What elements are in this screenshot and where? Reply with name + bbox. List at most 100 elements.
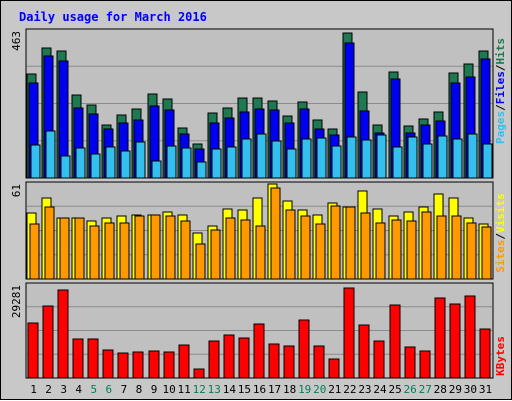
x-tick-label-day-12: 12 <box>193 383 206 396</box>
visits-panel-ymax-label: 61 <box>10 184 23 197</box>
hits-panel-legend-hits: Hits <box>494 38 507 65</box>
visits-panel-legend-visits: Visits <box>494 193 507 233</box>
x-tick-label-day-27: 27 <box>419 383 432 396</box>
hits-panel-bar-pages-day-31 <box>482 143 493 179</box>
visits-panel-bar-sites-day-30 <box>466 222 477 280</box>
hits-panel-bar-pages-day-24 <box>376 134 387 179</box>
x-tick-label-day-9: 9 <box>151 383 158 396</box>
x-tick-label-day-23: 23 <box>358 383 371 396</box>
kbytes-panel-legend-kbytes: KBytes <box>494 336 507 376</box>
hits-panel-bar-pages-day-30 <box>467 133 478 179</box>
x-tick-label-day-14: 14 <box>223 383 237 396</box>
kbytes-panel-bar-day-16 <box>253 323 265 379</box>
hits-panel-bar-pages-day-23 <box>361 139 372 179</box>
x-tick-label-day-28: 28 <box>434 383 447 396</box>
visits-panel-bar-sites-day-16 <box>255 225 266 280</box>
x-tick-label-day-30: 30 <box>464 383 477 396</box>
hits-panel-bar-pages-day-10 <box>166 145 177 179</box>
visits-panel-bar-sites-day-23 <box>360 212 371 280</box>
kbytes-panel-bar-day-23 <box>358 324 370 379</box>
kbytes-panel-bar-day-14 <box>223 334 235 379</box>
kbytes-panel-bar-day-6 <box>102 349 114 379</box>
visits-panel-bar-sites-day-17 <box>270 187 281 280</box>
x-tick-label-day-25: 25 <box>388 383 401 396</box>
hits-panel-legend: Pages/Files/Hits <box>494 38 507 144</box>
x-tick-label-day-13: 13 <box>208 383 221 396</box>
visits-panel-bar-sites-day-7 <box>119 222 130 280</box>
kbytes-panel-bar-day-4 <box>72 338 84 379</box>
x-tick-label-day-3: 3 <box>60 383 67 396</box>
kbytes-panel-bar-day-3 <box>57 289 69 379</box>
kbytes-panel-bar-day-31 <box>479 328 491 379</box>
hits-panel-bar-pages-day-2 <box>45 130 56 179</box>
x-tick-label-day-10: 10 <box>162 383 175 396</box>
kbytes-panel-bar-day-30 <box>464 295 476 379</box>
hits-panel-bar-pages-day-6 <box>105 146 116 179</box>
kbytes-panel-bar-day-17 <box>268 343 280 379</box>
hits-panel-bar-pages-day-16 <box>256 133 267 179</box>
x-tick-label-day-22: 22 <box>343 383 356 396</box>
kbytes-panel-legend: KBytes <box>494 336 507 376</box>
kbytes-panel-bar-day-25 <box>389 304 401 379</box>
kbytes-panel-bar-day-7 <box>117 352 129 379</box>
visits-panel-bar-sites-day-21 <box>330 205 341 280</box>
visits-panel-bar-sites-day-12 <box>195 243 206 280</box>
visits-panel-bar-sites-day-28 <box>436 215 447 280</box>
x-tick-label-day-7: 7 <box>121 383 128 396</box>
x-tick-label-day-2: 2 <box>45 383 52 396</box>
hits-panel-bar-pages-day-22 <box>346 136 357 179</box>
kbytes-panel-bar-day-27 <box>419 350 431 379</box>
x-tick-label-day-17: 17 <box>268 383 281 396</box>
x-tick-label-day-15: 15 <box>238 383 251 396</box>
kbytes-panel-bar-day-28 <box>434 297 446 379</box>
visits-panel-bar-sites-day-11 <box>180 220 191 280</box>
visits-panel-legend-sites: Sites <box>494 240 507 273</box>
hits-panel-bar-pages-day-25 <box>392 146 403 179</box>
visits-panel-legend: Sites/Visits <box>494 193 507 273</box>
visits-panel-bar-sites-day-27 <box>421 211 432 280</box>
visits-panel-bar-sites-day-22 <box>345 206 356 280</box>
hits-panel-bar-pages-day-14 <box>226 146 237 179</box>
visits-panel-bar-sites-day-26 <box>406 220 417 280</box>
visits-panel-bar-sites-day-31 <box>481 226 492 280</box>
hits-panel-bar-pages-day-3 <box>60 155 71 179</box>
kbytes-panel-bar-day-1 <box>27 322 39 379</box>
kbytes-panel-bar-day-2 <box>42 305 54 379</box>
kbytes-panel-bar-day-13 <box>208 340 220 379</box>
x-tick-label-day-5: 5 <box>90 383 97 396</box>
chart-title: Daily usage for March 2016 <box>19 10 207 24</box>
kbytes-panel-bar-day-10 <box>163 351 175 379</box>
hits-panel-ymax-label: 463 <box>10 31 23 51</box>
visits-panel-bar-sites-day-6 <box>104 222 115 280</box>
x-tick-label-day-18: 18 <box>283 383 296 396</box>
visits-panel-bar-sites-day-3 <box>59 217 70 280</box>
kbytes-panel-bar-day-12 <box>193 368 205 379</box>
hits-panel-legend-pages: Pages <box>494 111 507 144</box>
x-tick-label-day-11: 11 <box>178 383 191 396</box>
kbytes-panel-bar-day-9 <box>148 350 160 379</box>
hits-panel-bar-pages-day-17 <box>271 140 282 179</box>
hits-panel-bar-pages-day-28 <box>437 135 448 179</box>
visits-panel-bar-sites-day-1 <box>29 223 40 280</box>
visits-panel-bar-sites-day-8 <box>134 215 145 280</box>
hits-panel-bar-pages-day-13 <box>211 148 222 179</box>
visits-panel-bar-sites-day-9 <box>150 214 161 280</box>
kbytes-panel-bar-day-18 <box>283 345 295 379</box>
kbytes-panel-bar-day-21 <box>328 358 340 379</box>
visits-panel-bar-sites-day-29 <box>451 215 462 280</box>
visits-panel-bar-sites-day-2 <box>44 206 55 280</box>
x-tick-label-day-8: 8 <box>136 383 143 396</box>
x-tick-label-day-6: 6 <box>106 383 113 396</box>
kbytes-panel-ymax-label: 29281 <box>10 285 23 318</box>
kbytes-panel-bar-day-26 <box>404 346 416 379</box>
kbytes-panel-bar-day-5 <box>87 338 99 379</box>
visits-panel-bar-sites-day-14 <box>225 217 236 280</box>
visits-panel-bar-sites-day-20 <box>315 223 326 280</box>
hits-panel-bar-pages-day-27 <box>422 143 433 179</box>
kbytes-panel-bar-day-24 <box>373 340 385 379</box>
x-tick-label-day-4: 4 <box>75 383 82 396</box>
visits-panel-bar-sites-day-10 <box>165 215 176 280</box>
kbytes-panel-bar-day-22 <box>343 287 355 379</box>
x-tick-label-day-29: 29 <box>449 383 462 396</box>
